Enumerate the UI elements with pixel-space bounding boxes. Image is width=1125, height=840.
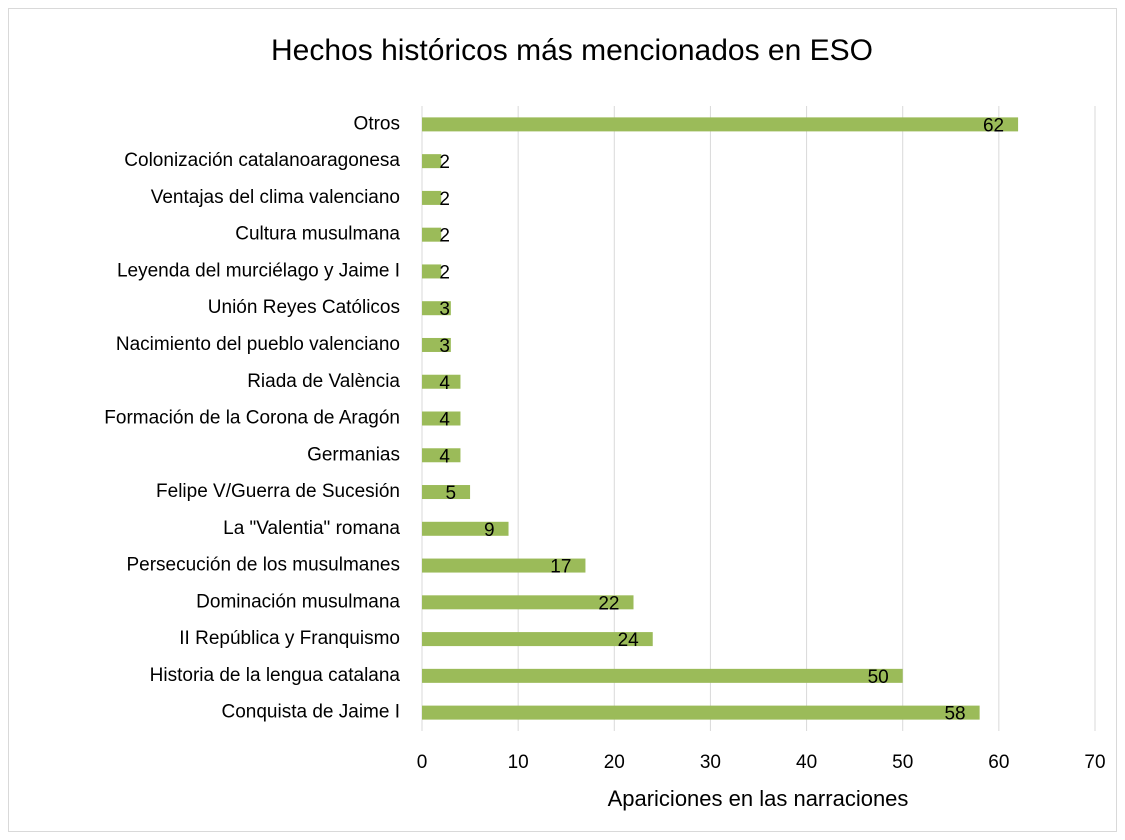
- data-label: 9: [484, 520, 495, 541]
- data-label: 4: [439, 410, 450, 431]
- data-label: 2: [439, 226, 450, 247]
- data-label: 24: [618, 630, 640, 651]
- data-label: 4: [439, 446, 450, 467]
- y-tick-label: II República y Franquismo: [179, 628, 400, 649]
- data-label: 3: [439, 336, 450, 357]
- data-label: 2: [439, 262, 450, 283]
- bar: [422, 264, 442, 279]
- chart-title: Hechos históricos más mencionados en ESO: [271, 34, 873, 67]
- bar: [422, 337, 451, 352]
- bar: [422, 705, 980, 720]
- data-label: 17: [550, 557, 571, 578]
- chart-border: [8, 8, 1117, 832]
- y-tick-label: Dominación musulmana: [196, 591, 400, 612]
- y-tick-label: Formación de la Corona de Aragón: [104, 408, 400, 429]
- y-tick-label: Felipe V/Guerra de Sucesión: [156, 481, 400, 502]
- bar: [422, 117, 1019, 132]
- y-tick-label: Persecución de los musulmanes: [126, 555, 400, 576]
- data-label: 2: [439, 152, 450, 173]
- bar: [422, 411, 461, 426]
- y-tick-label: La "Valentia" romana: [223, 518, 400, 539]
- bar: [422, 558, 586, 573]
- x-tick-label: 50: [892, 752, 913, 773]
- bar: [422, 668, 903, 683]
- bar: [422, 485, 471, 500]
- y-tick-label: Conquista de Jaime I: [222, 702, 401, 723]
- data-label: 5: [445, 483, 456, 504]
- y-tick-label: Ventajas del clima valenciano: [151, 187, 400, 208]
- data-label: 2: [439, 189, 450, 210]
- bar: [422, 154, 442, 169]
- x-tick-label: 0: [417, 752, 428, 773]
- data-label: 50: [868, 667, 889, 688]
- x-tick-label: 40: [796, 752, 817, 773]
- bar: [422, 374, 461, 389]
- x-tick-label: 60: [988, 752, 1009, 773]
- x-tick-label: 20: [604, 752, 625, 773]
- y-tick-label: Germanias: [307, 444, 400, 465]
- data-label: 22: [598, 593, 619, 614]
- x-tick-label: 70: [1084, 752, 1105, 773]
- data-label: 3: [439, 299, 450, 320]
- data-label: 58: [944, 704, 965, 725]
- data-label: 62: [983, 115, 1004, 136]
- bar: [422, 448, 461, 463]
- y-tick-label: Cultura musulmana: [235, 224, 400, 245]
- bar: [422, 521, 509, 536]
- x-axis-title: Apariciones en las narraciones: [608, 786, 909, 811]
- x-tick-label: 10: [508, 752, 529, 773]
- y-tick-label: Otros: [354, 113, 400, 134]
- bar: [422, 301, 451, 316]
- y-tick-label: Colonización catalanoaragonesa: [124, 150, 400, 171]
- y-tick-label: Nacimiento del pueblo valenciano: [116, 334, 400, 355]
- bar: [422, 190, 442, 205]
- y-tick-label: Riada de València: [247, 371, 400, 392]
- y-tick-label: Leyenda del murciélago y Jaime I: [117, 260, 400, 281]
- y-tick-label: Historia de la lengua catalana: [150, 665, 401, 686]
- data-label: 4: [439, 373, 450, 394]
- bar: [422, 632, 653, 647]
- y-tick-label: Unión Reyes Católicos: [208, 297, 400, 318]
- bar: [422, 227, 442, 242]
- x-tick-label: 30: [700, 752, 721, 773]
- bar: [422, 595, 634, 610]
